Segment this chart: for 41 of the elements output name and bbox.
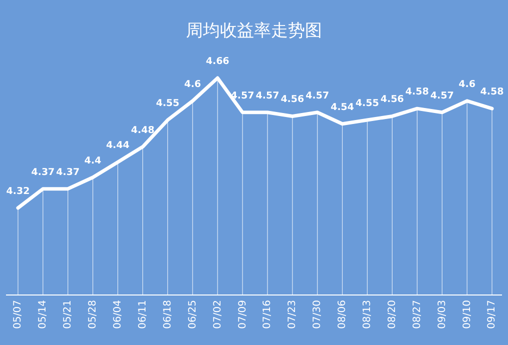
data-label: 4.57	[256, 90, 280, 102]
data-label: 4.57	[430, 90, 454, 102]
x-tick-label: 07/16	[262, 300, 274, 329]
x-tick-label: 05/21	[62, 300, 74, 329]
x-tick-label: 05/07	[12, 300, 24, 329]
x-tick-label: 06/04	[112, 300, 124, 329]
chart-title: 周均收益率走势图	[186, 21, 322, 41]
data-label: 4.48	[131, 124, 155, 136]
data-label: 4.54	[330, 102, 354, 113]
data-label: 4.66	[206, 56, 230, 67]
x-tick-label: 05/14	[38, 300, 49, 329]
data-label: 4.58	[405, 86, 430, 98]
x-tick-label: 09/10	[462, 300, 473, 329]
x-tick-label: 06/18	[162, 300, 174, 329]
data-label: 4.44	[106, 140, 130, 152]
data-label: 4.56	[280, 94, 305, 106]
x-tick-label: 08/27	[412, 300, 423, 329]
data-label: 4.55	[156, 98, 180, 110]
data-label: 4.6	[184, 78, 202, 90]
x-tick-label: 07/30	[312, 300, 324, 329]
x-tick-label: 05/28	[88, 300, 99, 329]
x-tick-label: 07/23	[287, 300, 298, 329]
data-label: 4.6	[458, 78, 476, 90]
data-label: 4.57	[230, 90, 254, 102]
x-tick-label: 08/13	[362, 300, 373, 329]
data-label: 4.37	[31, 166, 55, 178]
x-tick-label: 08/06	[337, 300, 348, 329]
data-label: 4.56	[380, 94, 404, 106]
x-tick-label: 09/03	[436, 300, 448, 329]
data-label: 4.32	[6, 186, 30, 197]
data-label: 4.55	[356, 98, 379, 110]
data-label: 4.4	[84, 155, 102, 166]
data-label: 4.58	[480, 86, 504, 98]
x-tick-label: 08/20	[386, 300, 398, 329]
x-tick-label: 07/09	[237, 300, 248, 329]
x-tick-label: 07/02	[212, 300, 224, 329]
x-tick-label: 06/25	[187, 300, 198, 329]
x-tick-label: 09/17	[486, 300, 498, 329]
data-label: 4.37	[56, 166, 80, 178]
data-label: 4.57	[306, 90, 330, 102]
x-tick-label: 06/11	[137, 300, 148, 329]
